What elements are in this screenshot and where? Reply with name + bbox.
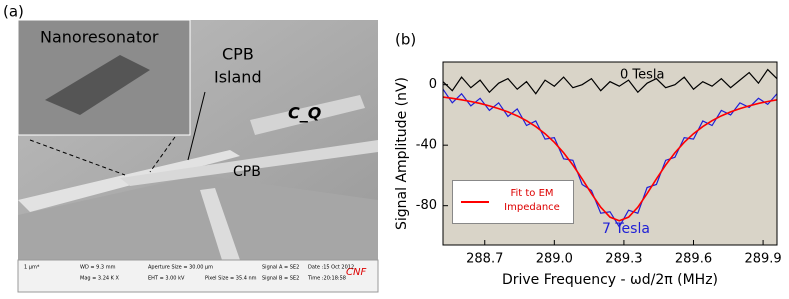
- inset-title: Nanoresonator: [40, 28, 159, 47]
- series-label: 7 Tesla: [602, 221, 650, 237]
- capacitor: [250, 95, 365, 135]
- footer-item: Pixel Size = 35.4 nm: [205, 276, 257, 282]
- footer-item: Signal B = SE2: [262, 276, 299, 282]
- sem-footer: [17, 259, 379, 293]
- footer-item: EHT = 3.00 kV: [148, 276, 185, 282]
- x-axis-label: Drive Frequency - ωd/2π (MHz): [502, 272, 718, 288]
- footer-text: 1 µm* WD = 9.3 mm Mag = 3.24 K X Apertur…: [24, 265, 354, 282]
- series-label: 0 Tesla: [620, 68, 664, 83]
- x-tick-label: 289.6: [675, 252, 712, 267]
- plot-frame: [442, 61, 778, 246]
- y-axis-label: Signal Amplitude (nV): [394, 77, 410, 230]
- footer-item: 1 µm*: [24, 265, 40, 271]
- panel-label: (a): [3, 3, 24, 21]
- footer-item: Date :15 Oct 2012: [308, 265, 354, 271]
- x-tick-label: 289.3: [605, 252, 642, 267]
- panel-label: (b): [395, 31, 416, 49]
- substrate: [18, 175, 378, 260]
- footer-item: Time :20:18:58: [307, 276, 346, 282]
- strip: [120, 140, 378, 186]
- y-tick-label: 0: [429, 77, 437, 92]
- x-tick-label: 289.0: [536, 252, 573, 267]
- series-line: [442, 68, 778, 95]
- footer-item: Signal A = SE2: [262, 265, 299, 271]
- legend-swatch: [461, 201, 489, 203]
- strip: [200, 188, 240, 260]
- series-line: [442, 88, 778, 229]
- logo: CNF: [346, 267, 366, 278]
- leader: [29, 139, 126, 176]
- y-tick-label: -80: [416, 198, 437, 213]
- x-tick-label: 289.9: [744, 252, 781, 267]
- legend: Fit to EM Impedance: [452, 180, 574, 224]
- x-tick-label: 288.7: [466, 252, 503, 267]
- resonator: [45, 55, 150, 115]
- label: CPB: [222, 45, 254, 64]
- label: CPB: [233, 164, 261, 180]
- footer-item: Mag = 3.24 K X: [80, 276, 120, 282]
- footer-item: Aperture Size = 30.00 µm: [148, 265, 213, 271]
- label: C_Q: [288, 104, 322, 123]
- label: Island: [214, 68, 262, 87]
- legend-label: Fit to EM Impedance: [504, 188, 560, 213]
- footer-item: WD = 9.3 mm: [80, 265, 116, 271]
- leader: [187, 91, 206, 161]
- y-tick-label: -40: [416, 138, 437, 153]
- series-line: [442, 96, 778, 222]
- leader: [149, 136, 176, 173]
